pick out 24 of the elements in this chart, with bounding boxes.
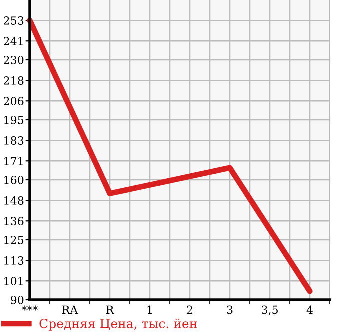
y-tick-label: 230	[4, 56, 24, 64]
x-tick-label: 2	[187, 306, 192, 314]
x-tick-label: RA	[62, 306, 78, 314]
y-tick-label: 218	[4, 76, 24, 85]
y-tick-label: 160	[4, 176, 24, 184]
y-tick-label: 125	[4, 236, 24, 244]
x-tick-label: 1	[148, 306, 152, 314]
y-tick-label: 171	[4, 157, 23, 166]
y-tick-label: 183	[4, 136, 24, 145]
y-tick-label: 90	[11, 296, 24, 304]
y-tick-label: 195	[4, 116, 24, 124]
x-tick-label: 3	[227, 306, 233, 314]
x-tick-label: ***	[22, 306, 38, 311]
y-tick-label: 148	[4, 196, 24, 205]
y-tick-label: 101	[4, 277, 23, 286]
x-tick-label: 4	[306, 306, 313, 314]
x-tick-label: 3,5	[262, 306, 278, 316]
y-tick-label: 113	[4, 256, 24, 265]
y-tick-label: 241	[4, 37, 23, 46]
legend-label: Средняя Цена, тыс. йен	[40, 318, 198, 331]
y-tick-label: 253	[4, 16, 24, 25]
x-tick-label: R	[106, 306, 114, 314]
y-tick-label: 206	[4, 97, 24, 106]
y-tick-label: 136	[4, 217, 24, 226]
